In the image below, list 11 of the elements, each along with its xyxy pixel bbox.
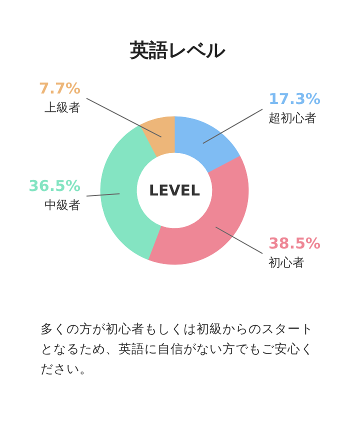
text: LEVEL	[148, 182, 201, 200]
data-label: 17.3%	[268, 90, 321, 108]
slice-label: 中級者	[44, 198, 80, 212]
slice-label: 超初心者	[268, 111, 316, 126]
slice-label: 上級者	[44, 100, 80, 114]
text: 多くの方が初心者もしくは初級からのスタートとなるため、英語に自信がない方でもご安心ください。	[40, 321, 314, 376]
data-label: 38.5%	[268, 234, 321, 253]
data-label: 7.7%	[38, 79, 81, 98]
slice-label: 初心者	[268, 256, 304, 270]
data-label: 36.5%	[28, 177, 81, 196]
chart-title: 英語レベル	[129, 40, 226, 62]
